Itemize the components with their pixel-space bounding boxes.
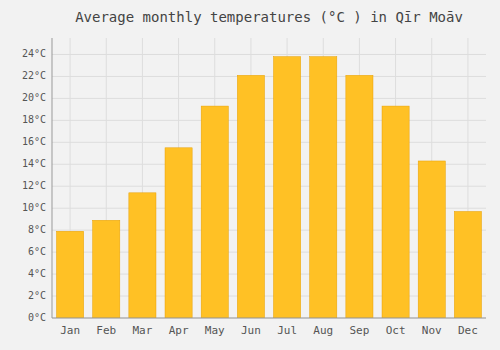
bar bbox=[201, 106, 228, 318]
x-tick-label: Apr bbox=[169, 324, 189, 337]
x-tick-label: Dec bbox=[458, 324, 478, 337]
grid-line-y bbox=[52, 120, 486, 121]
bars bbox=[57, 57, 482, 318]
y-tick-label: 8°C bbox=[28, 224, 46, 235]
y-tick-label: 20°C bbox=[22, 92, 46, 103]
chart: 0°C 2°C 4°C 6°C 8°C 10°C 12°C 14°C 16°C 18°C 20°C 2… bbox=[0, 0, 500, 350]
x-tick-label: Jun bbox=[241, 324, 261, 337]
bar bbox=[274, 57, 301, 318]
y-axis: 0°C 2°C 4°C 6°C 8°C 10°C 12°C 14°C 16°C 18°C 20°C 2… bbox=[22, 48, 46, 323]
bar bbox=[310, 57, 337, 318]
bar bbox=[129, 193, 156, 318]
grid-line-y bbox=[52, 142, 486, 143]
x-tick-label: Feb bbox=[96, 324, 116, 337]
y-tick-label: 14°C bbox=[22, 158, 46, 169]
x-tick-label: Aug bbox=[313, 324, 333, 337]
y-tick-label: 4°C bbox=[28, 268, 46, 279]
x-tick-label: Nov bbox=[422, 324, 442, 337]
background bbox=[0, 0, 500, 350]
y-tick-label: 10°C bbox=[22, 202, 46, 213]
grid-line-y bbox=[52, 318, 486, 319]
title: Average monthly temperatures (°C ) in Qī… bbox=[75, 9, 463, 25]
y-tick-label: 24°C bbox=[22, 48, 46, 59]
y-tick-label: 12°C bbox=[22, 180, 46, 191]
bar bbox=[93, 220, 120, 318]
bar bbox=[382, 106, 409, 318]
y-tick-label: 0°C bbox=[28, 312, 46, 323]
x-tick-label: Mar bbox=[132, 324, 152, 337]
x-tick-label: Oct bbox=[386, 324, 406, 337]
bar bbox=[237, 75, 264, 318]
bar bbox=[454, 211, 481, 318]
grid-line-y bbox=[52, 54, 486, 55]
y-tick-label: 22°C bbox=[22, 70, 46, 81]
x-axis-line bbox=[52, 318, 486, 319]
y-tick-label: 18°C bbox=[22, 114, 46, 125]
bar bbox=[418, 161, 445, 318]
bar bbox=[346, 75, 373, 318]
y-tick-label: 6°C bbox=[28, 246, 46, 257]
x-axis: Jan Feb Mar Apr May Jun Jul Aug Sep Oct Nov Dec bbox=[60, 324, 478, 337]
chart-container: 0°C 2°C 4°C 6°C 8°C 10°C 12°C 14°C 16°C 18°C 20°C 2… bbox=[0, 0, 500, 350]
x-tick-label: Jan bbox=[60, 324, 80, 337]
grid-line-y bbox=[52, 98, 486, 99]
y-tick-label: 2°C bbox=[28, 290, 46, 301]
x-tick-label: Sep bbox=[349, 324, 369, 337]
y-axis-line bbox=[52, 38, 53, 318]
x-tick-label: May bbox=[205, 324, 225, 337]
grid bbox=[52, 38, 486, 318]
y-tick-label: 16°C bbox=[22, 136, 46, 147]
bar bbox=[165, 148, 192, 318]
x-tick-label: Jul bbox=[277, 324, 297, 337]
bar bbox=[57, 231, 84, 318]
grid-line-y bbox=[52, 76, 486, 77]
